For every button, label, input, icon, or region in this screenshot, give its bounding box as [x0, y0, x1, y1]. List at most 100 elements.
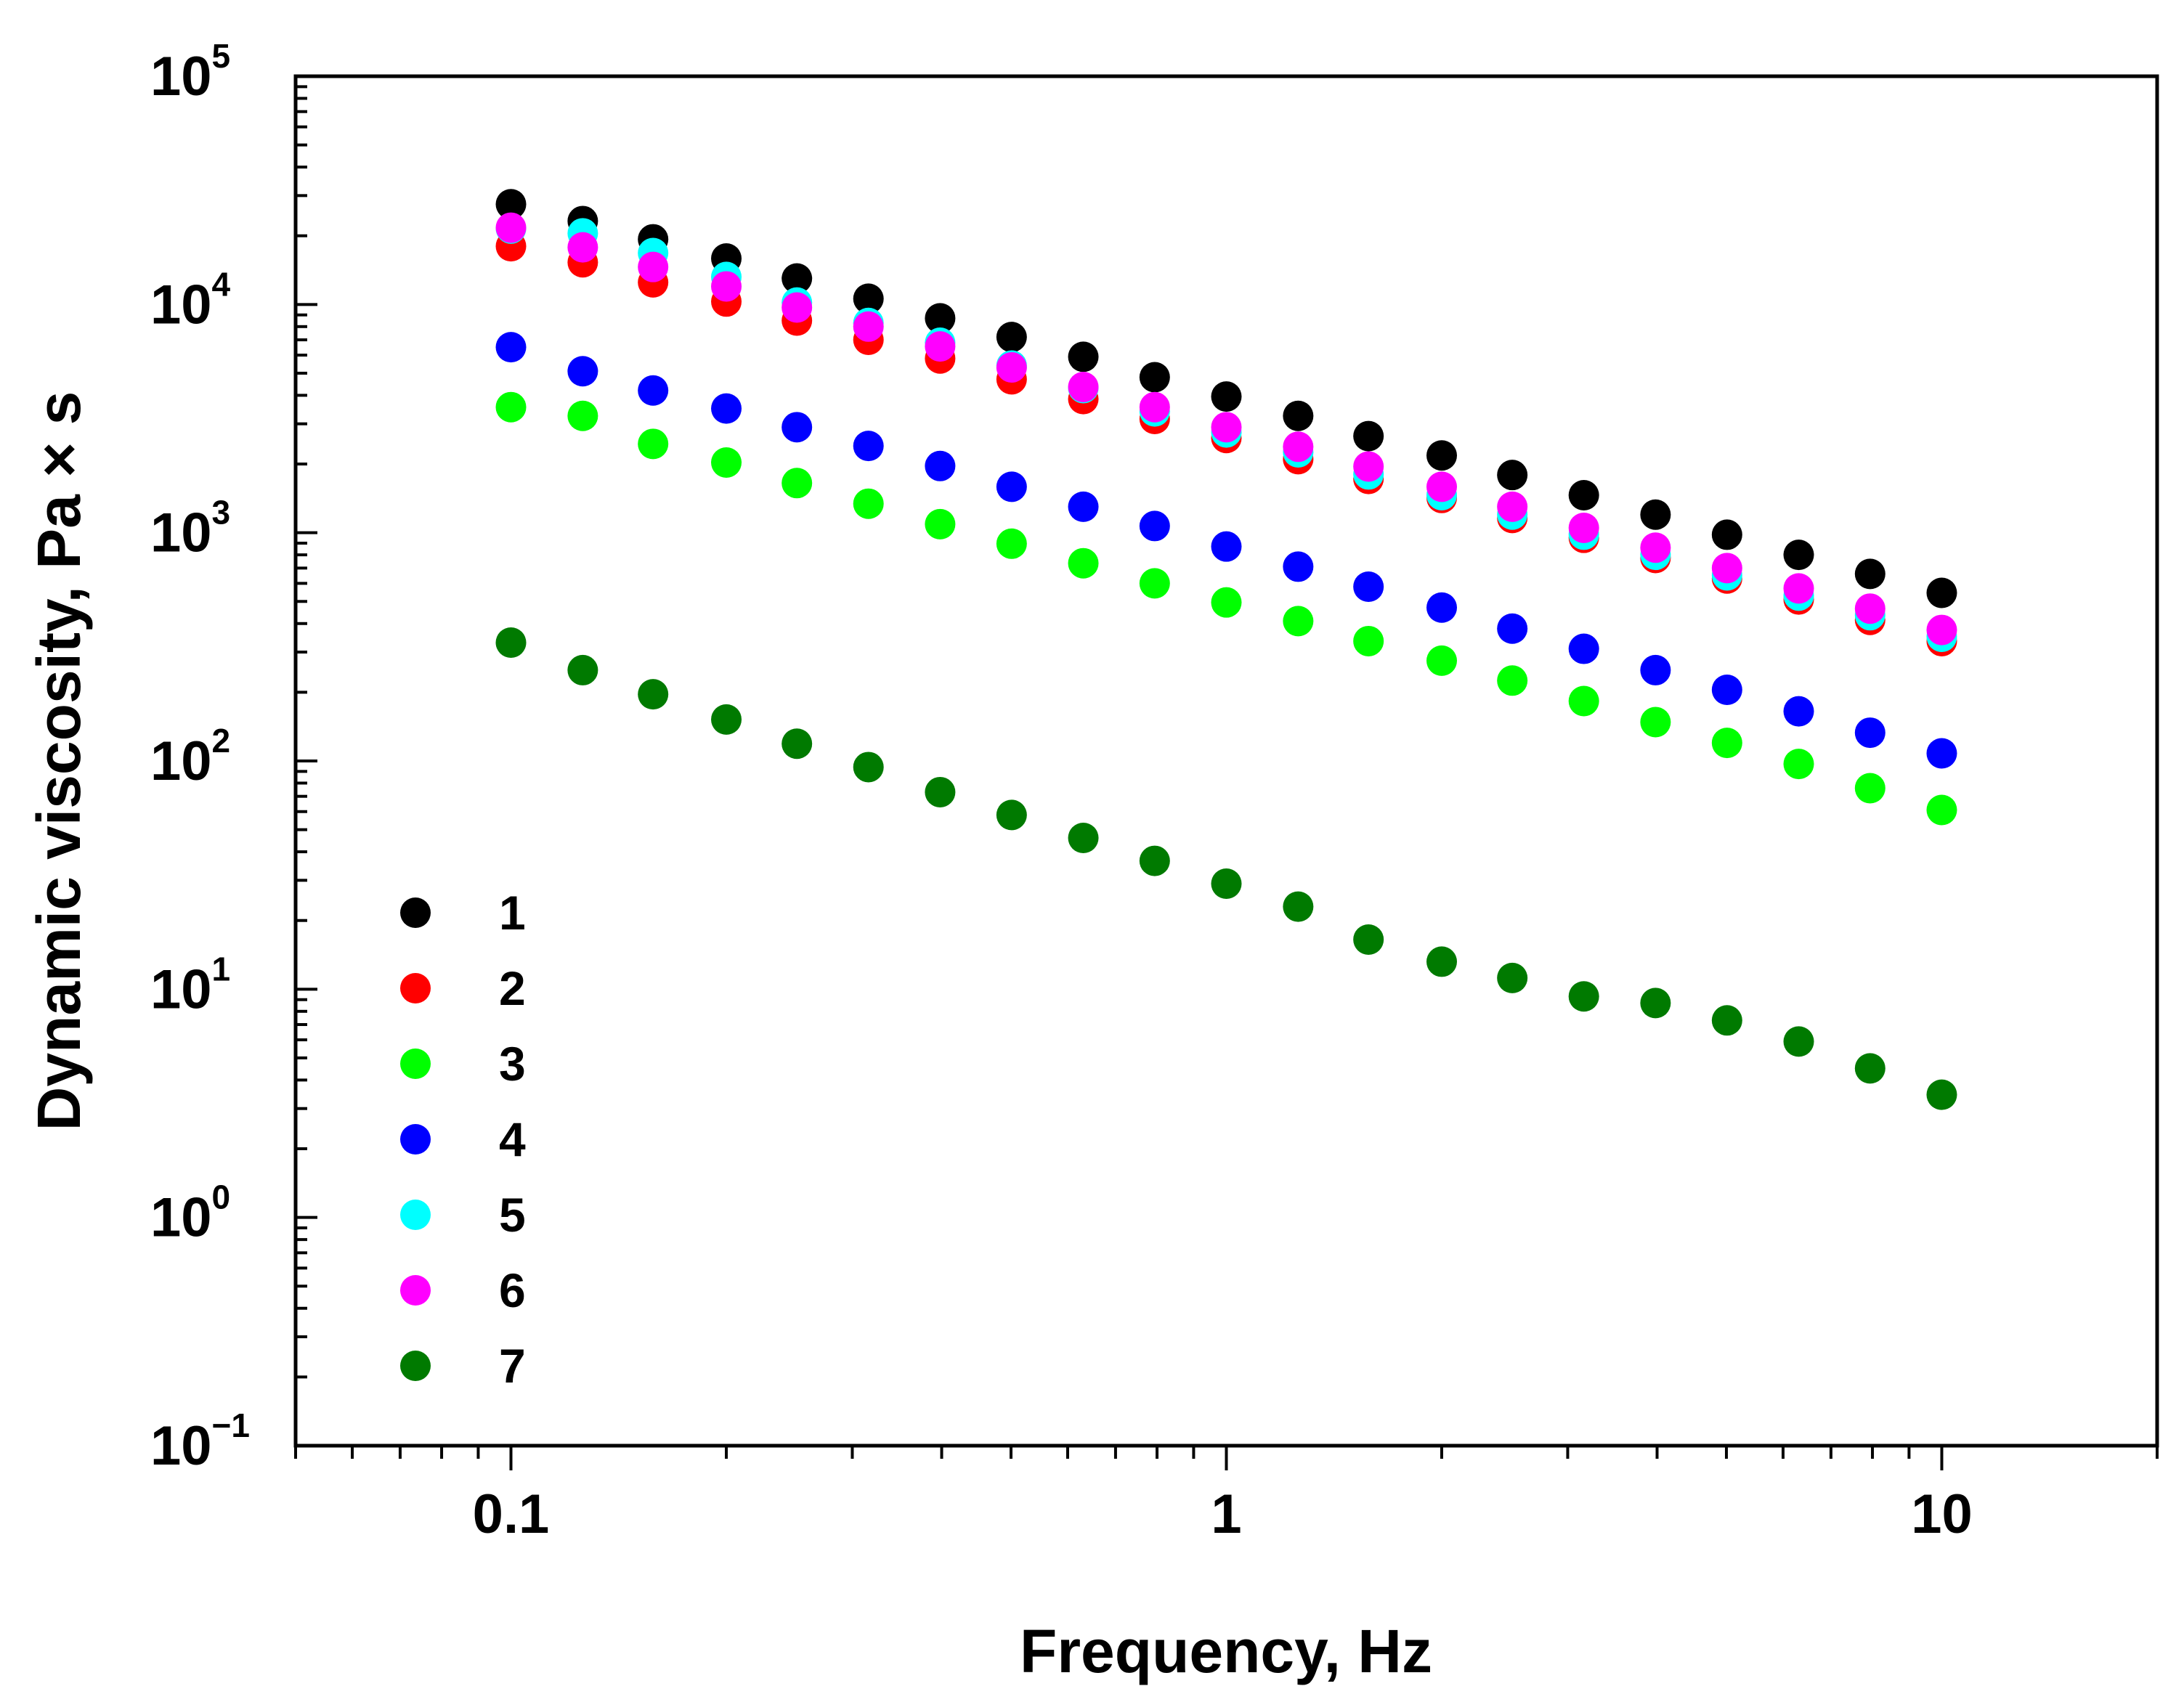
legend-marker-6: [400, 1275, 431, 1306]
data-point: [1568, 513, 1599, 544]
data-point: [711, 271, 742, 302]
data-point: [1139, 362, 1170, 393]
legend-label-5: 5: [499, 1188, 526, 1242]
legend-marker-5: [400, 1200, 431, 1230]
y-tick-label: 104: [150, 265, 231, 335]
data-series: [495, 189, 1957, 1110]
legend-marker-2: [400, 973, 431, 1003]
data-point: [1497, 613, 1528, 644]
data-point: [1711, 675, 1742, 706]
data-point: [1068, 823, 1099, 854]
series-6: [495, 212, 1957, 646]
y-tick-label: 101: [150, 950, 230, 1020]
x-axis-title: Frequency, Hz: [1020, 1617, 1432, 1685]
data-point: [1426, 440, 1458, 471]
plot-frame: [293, 74, 2159, 1448]
data-point: [1068, 491, 1099, 522]
legend: 1 2 3 4 5 6 7: [400, 886, 526, 1393]
data-point: [925, 450, 956, 481]
data-point: [1283, 606, 1314, 637]
data-point: [1283, 891, 1314, 922]
data-point: [1568, 480, 1599, 511]
data-point: [638, 375, 669, 406]
data-point: [1497, 665, 1528, 696]
data-point: [1139, 391, 1170, 423]
data-point: [1211, 868, 1242, 899]
x-tick-label: 10: [1911, 1483, 1973, 1545]
data-point: [1711, 728, 1742, 759]
legend-label-2: 2: [499, 961, 526, 1015]
data-point: [638, 251, 669, 282]
y-tick-label: 10−1: [150, 1406, 250, 1477]
legend-label-4: 4: [499, 1112, 526, 1166]
data-point: [1926, 577, 1957, 608]
data-point: [782, 263, 813, 294]
data-point: [638, 679, 669, 710]
legend-marker-3: [400, 1049, 431, 1079]
data-point: [996, 352, 1027, 383]
data-point: [996, 799, 1027, 831]
data-point: [1211, 412, 1242, 443]
data-point: [495, 391, 527, 423]
data-point: [1640, 988, 1671, 1019]
data-point: [1353, 420, 1384, 452]
data-point: [853, 283, 884, 314]
data-point: [1353, 625, 1384, 656]
data-point: [782, 292, 813, 323]
data-point: [1854, 1053, 1885, 1084]
data-point: [567, 232, 598, 263]
data-point: [1283, 551, 1314, 582]
data-point: [1068, 547, 1099, 579]
data-point: [925, 776, 956, 807]
series-3: [495, 391, 1957, 826]
data-point: [1139, 845, 1170, 876]
y-tick-label: 105: [150, 37, 230, 107]
legend-marker-4: [400, 1124, 431, 1155]
data-point: [1783, 1026, 1814, 1057]
data-point: [1426, 946, 1458, 977]
legend-label-1: 1: [499, 886, 526, 940]
data-point: [1854, 558, 1885, 590]
data-point: [1926, 614, 1957, 646]
data-point: [495, 189, 527, 220]
series-7: [495, 627, 1957, 1110]
y-tick-label: 103: [150, 494, 230, 564]
data-point: [1640, 532, 1671, 563]
legend-label-6: 6: [499, 1263, 526, 1317]
data-point: [1283, 431, 1314, 463]
x-tick-label: 1: [1211, 1483, 1241, 1545]
data-point: [1353, 571, 1384, 603]
data-point: [1854, 593, 1885, 624]
data-point: [1711, 519, 1742, 550]
data-point: [853, 311, 884, 342]
data-point: [782, 728, 813, 760]
data-point: [1640, 707, 1671, 738]
data-point: [1497, 460, 1528, 491]
data-point: [1353, 451, 1384, 482]
data-point: [1711, 1005, 1742, 1036]
data-point: [1783, 573, 1814, 604]
data-point: [1211, 587, 1242, 618]
data-point: [925, 331, 956, 362]
data-point: [567, 400, 598, 431]
data-point: [711, 704, 742, 735]
data-point: [495, 627, 527, 659]
y-tick-label: 102: [150, 722, 230, 792]
legend-marker-7: [400, 1351, 431, 1381]
data-point: [1926, 794, 1957, 826]
data-point: [1068, 341, 1099, 372]
data-point: [996, 528, 1027, 559]
data-point: [1783, 696, 1814, 727]
x-axis-tick-labels: 0.1 1 10: [473, 1483, 1973, 1545]
data-point: [782, 412, 813, 443]
data-point: [495, 212, 527, 243]
data-point: [1783, 539, 1814, 571]
data-point: [1568, 633, 1599, 664]
data-point: [853, 431, 884, 462]
data-point: [925, 508, 956, 539]
data-point: [495, 332, 527, 363]
data-point: [996, 322, 1027, 353]
data-point: [1139, 510, 1170, 542]
data-point: [1640, 654, 1671, 685]
